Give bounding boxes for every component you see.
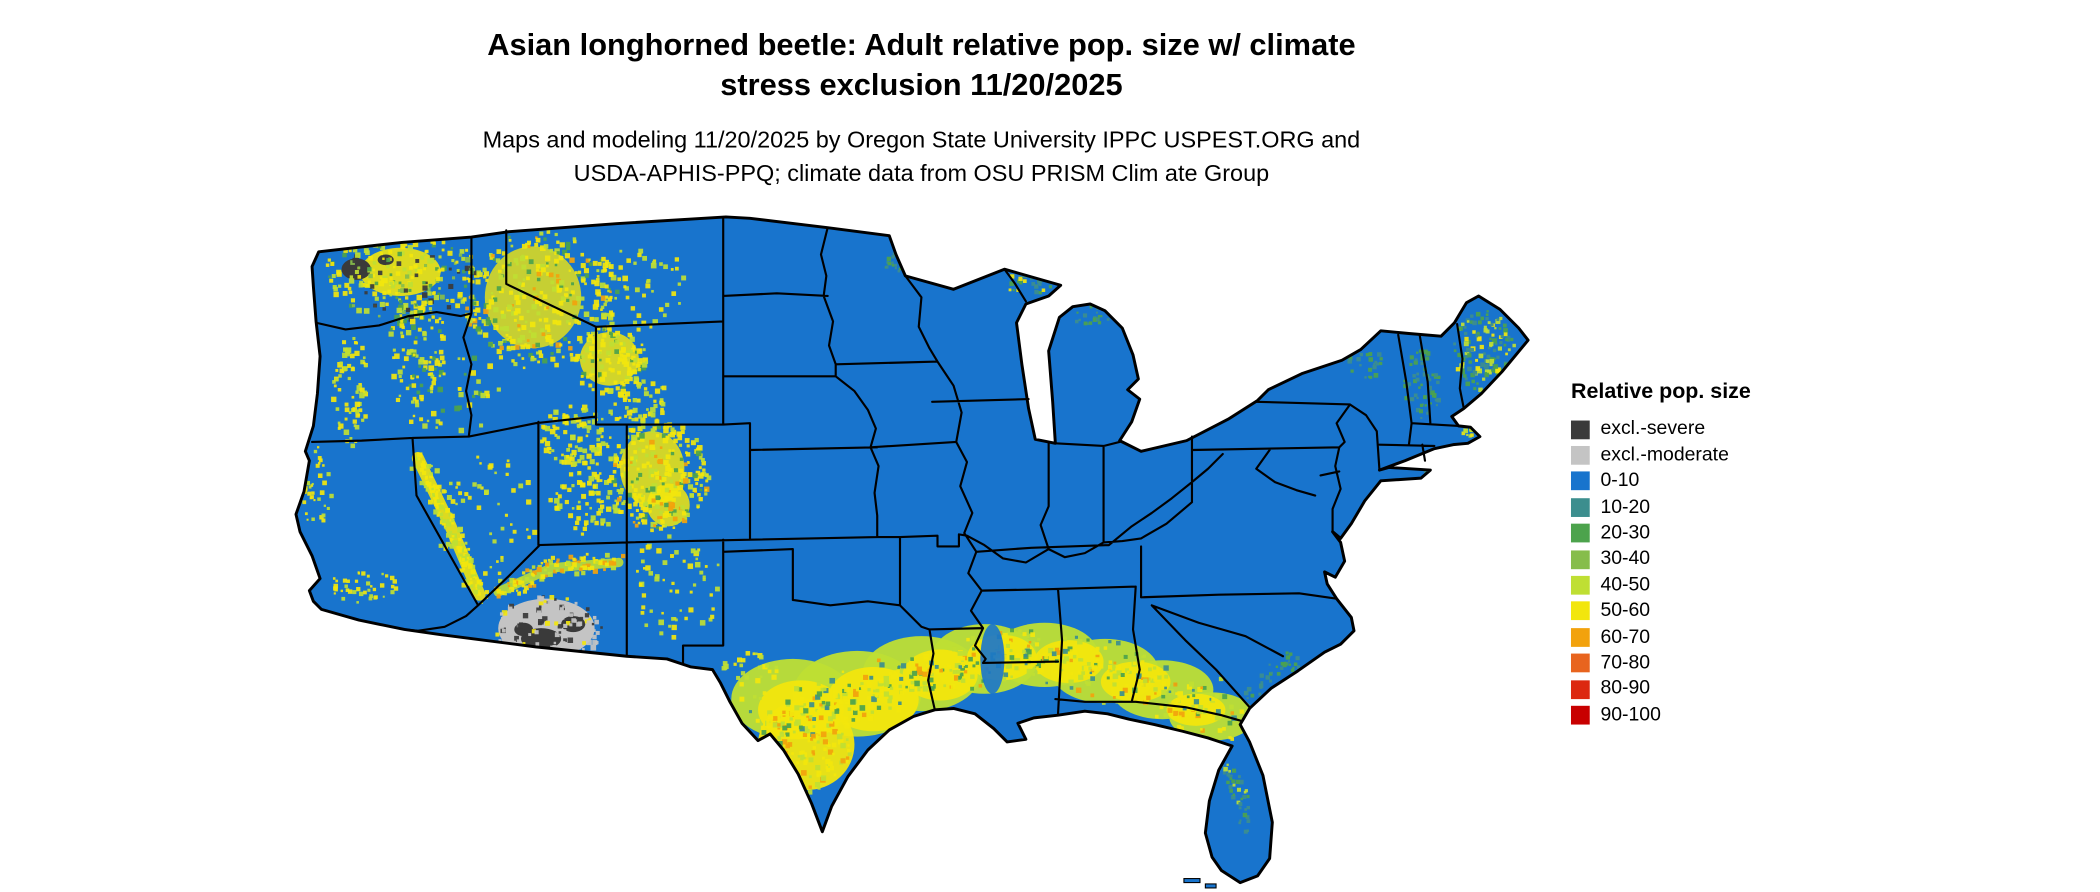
map-speckles (302, 229, 1516, 834)
legend-label: 40-50 (1600, 574, 1651, 596)
legend-item: 50-60 (1570, 598, 1751, 624)
legend-item: excl.-moderate (1570, 442, 1751, 468)
subtitle-line-1: Maps and modeling 11/20/2025 by Oregon S… (482, 125, 1361, 153)
legend-swatch (1570, 653, 1590, 673)
legend-item: 40-50 (1570, 572, 1751, 598)
legend-swatch (1570, 549, 1590, 569)
legend-label: 60-70 (1600, 626, 1651, 648)
legend-item: excl.-severe (1570, 417, 1751, 443)
legend-label: excl.-severe (1600, 418, 1706, 440)
legend-item: 20-30 (1570, 520, 1751, 546)
title-line-2: stress exclusion 11/20/2025 (720, 66, 1123, 102)
legend-item: 0-10 (1570, 468, 1751, 494)
legend-item: 90-100 (1570, 702, 1751, 728)
legend-label: 90-100 (1600, 704, 1661, 726)
legend-label: 20-30 (1600, 522, 1651, 544)
florida-keys (1183, 878, 1217, 889)
legend-swatch (1570, 498, 1590, 517)
legend-label: 70-80 (1600, 652, 1651, 674)
legend-label: 30-40 (1600, 548, 1651, 570)
legend-swatch (1570, 446, 1590, 465)
legend-label: 10-20 (1600, 496, 1651, 518)
legend-swatch (1570, 575, 1590, 595)
legend-label: 0-10 (1600, 470, 1640, 492)
legend-swatch (1570, 679, 1590, 699)
legend-title: Relative pop. size (1570, 380, 1751, 404)
legend-items: excl.-severe excl.-moderate 0-10 10-20 20-30… (1570, 417, 1751, 729)
legend-swatch (1570, 705, 1590, 725)
legend-swatch (1570, 523, 1590, 543)
map-river-valley-overlay (980, 624, 1005, 694)
legend-swatch (1570, 420, 1590, 439)
legend-item: 80-90 (1570, 676, 1751, 702)
legend: Relative pop. size excl.-severe excl.-mod… (1570, 380, 1751, 729)
legend-label: excl.-moderate (1600, 444, 1729, 466)
legend-swatch (1570, 627, 1590, 647)
legend-swatch (1570, 601, 1590, 621)
legend-item: 30-40 (1570, 546, 1751, 572)
page-subtitle: Maps and modeling 11/20/2025 by Oregon S… (0, 123, 1843, 190)
state-borders (310, 215, 1465, 722)
legend-label: 50-60 (1600, 600, 1651, 622)
page-title: Asian longhorned beetle: Adult relative … (0, 24, 1843, 104)
legend-label: 80-90 (1600, 678, 1651, 700)
title-line-1: Asian longhorned beetle: Adult relative … (487, 26, 1356, 62)
legend-item: 70-80 (1570, 650, 1751, 676)
legend-item: 10-20 (1570, 494, 1751, 520)
subtitle-line-2: USDA-APHIS-PPQ; climate data from OSU PR… (573, 159, 1270, 187)
legend-item: 60-70 (1570, 624, 1751, 650)
legend-swatch (1570, 472, 1590, 491)
